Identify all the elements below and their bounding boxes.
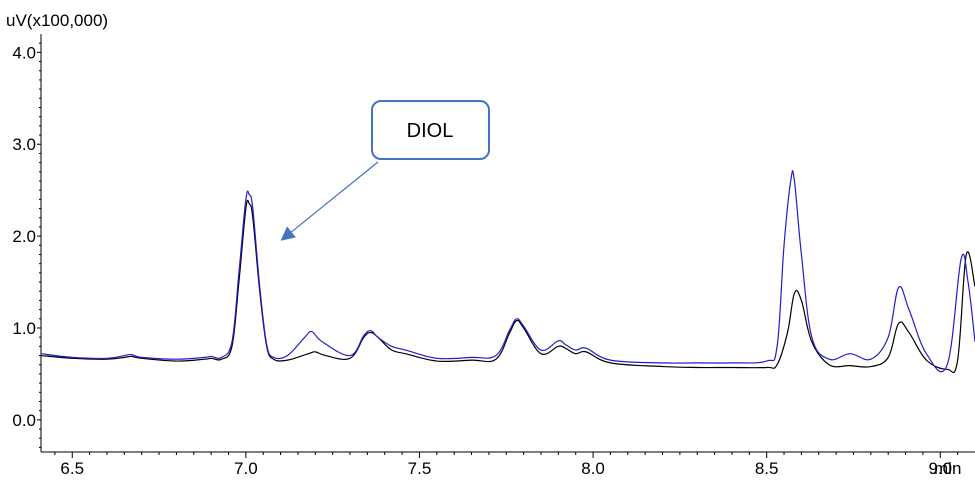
annotation: DIOL (280, 100, 490, 241)
y-tick-label: 0.0 (12, 411, 36, 430)
axes (40, 34, 975, 453)
series-group (40, 170, 975, 374)
x-tick-label: 9.0 (928, 459, 952, 478)
series-line-1 (40, 199, 975, 374)
x-axis-unit-label: min (934, 459, 961, 478)
x-tick-label: 7.0 (234, 459, 258, 478)
annotation-arrow-head (280, 226, 296, 241)
annotation-label: DIOL (407, 120, 454, 142)
x-tick-label: 7.5 (408, 459, 432, 478)
y-ticks: 0.0 1.0 2.0 3.0 4.0 (12, 43, 41, 430)
series-line-2 (40, 170, 975, 373)
x-tick-label: 8.0 (581, 459, 605, 478)
y-axis-unit-label: uV(x100,000) (6, 11, 108, 30)
annotation-arrow-line (291, 161, 379, 233)
y-tick-label: 2.0 (12, 227, 36, 246)
y-tick-label: 3.0 (12, 135, 36, 154)
x-tick-label: 6.5 (60, 459, 84, 478)
x-minor-ticks (54, 452, 959, 455)
annotation-box (371, 100, 490, 160)
y-tick-label: 4.0 (12, 43, 36, 62)
x-ticks: 6.5 7.0 7.5 8.0 8.5 9.0 (60, 452, 952, 478)
y-minor-ticks (39, 42, 41, 448)
y-tick-label: 1.0 (12, 319, 36, 338)
x-tick-label: 8.5 (755, 459, 779, 478)
